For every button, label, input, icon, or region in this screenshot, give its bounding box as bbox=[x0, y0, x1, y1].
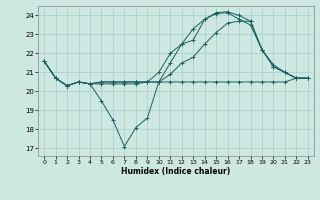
X-axis label: Humidex (Indice chaleur): Humidex (Indice chaleur) bbox=[121, 167, 231, 176]
